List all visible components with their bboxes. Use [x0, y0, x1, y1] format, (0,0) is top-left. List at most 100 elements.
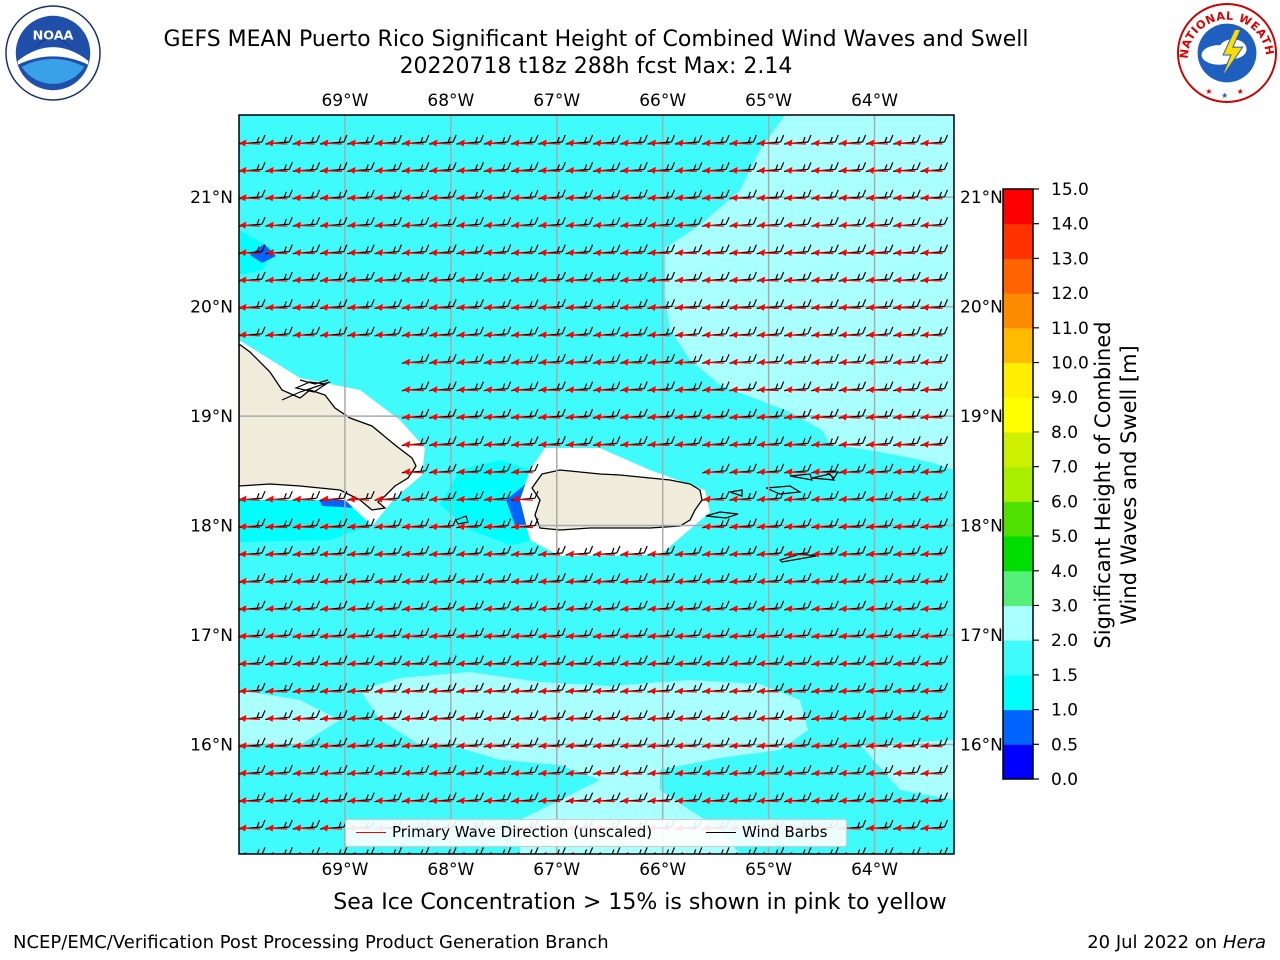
colorbar-bin — [1003, 293, 1033, 329]
wave-direction-arrow — [758, 139, 779, 147]
wave-direction-arrow — [457, 742, 479, 750]
wave-direction-arrow — [457, 440, 479, 448]
colorbar-tick-label: 2.0 — [1051, 631, 1078, 651]
wave-direction-arrow — [321, 495, 342, 503]
wave-direction-arrow — [894, 386, 916, 394]
wave-direction-arrow — [239, 687, 261, 695]
wave-direction-arrow — [703, 358, 725, 366]
wave-direction-arrow — [348, 550, 370, 558]
wave-direction-arrow — [921, 413, 943, 421]
wave-direction-arrow — [921, 550, 943, 558]
wave-direction-arrow — [293, 605, 315, 613]
wave-direction-arrow — [812, 468, 834, 476]
lon-gridlines — [344, 115, 876, 854]
wave-direction-arrow — [239, 742, 261, 750]
wave-direction-arrow — [758, 386, 779, 394]
wave-direction-arrow — [894, 742, 916, 750]
wave-direction-arrow — [867, 166, 888, 174]
wave-direction-arrow — [594, 386, 615, 394]
wave-direction-arrow — [457, 358, 479, 366]
wave-direction-arrow — [539, 577, 561, 585]
wave-direction-arrow — [403, 358, 424, 366]
wave-direction-arrow — [321, 769, 342, 777]
wave-direction-arrow — [430, 742, 452, 750]
wave-direction-arrow — [403, 660, 424, 668]
wave-direction-arrow — [348, 276, 370, 284]
wave-direction-arrow — [239, 769, 261, 777]
colorbar-tick-label: 8.0 — [1051, 423, 1078, 443]
colorbar-tick-label: 9.0 — [1051, 388, 1078, 408]
wave-direction-arrow — [375, 742, 397, 750]
land-st-croix — [778, 553, 817, 563]
wave-direction-arrow — [375, 331, 397, 339]
wave-direction-arrow — [812, 495, 834, 503]
wave-direction-arrow — [676, 276, 697, 284]
wave-direction-arrow — [485, 303, 506, 311]
wave-direction-arrow — [812, 769, 834, 777]
wave-direction-arrow — [676, 742, 697, 750]
wave-direction-arrow — [403, 413, 424, 421]
wave-direction-arrow — [539, 139, 561, 147]
wave-direction-arrow — [730, 523, 752, 531]
wave-direction-arrow — [812, 139, 834, 147]
wave-direction-arrow — [293, 660, 315, 668]
lat-tick-label-right: 16°N — [960, 736, 1003, 756]
wave-direction-arrow — [457, 550, 479, 558]
wave-direction-arrow — [785, 468, 807, 476]
wave-direction-arrow — [730, 742, 752, 750]
wave-direction-arrows-layer — [239, 139, 943, 854]
wave-direction-arrow — [812, 303, 834, 311]
wave-direction-arrow — [621, 687, 643, 695]
wave-direction-arrow — [321, 221, 342, 229]
wave-direction-arrow — [566, 550, 588, 558]
wave-direction-arrow — [648, 550, 670, 558]
wave-direction-arrow — [266, 632, 288, 640]
wave-direction-arrow — [812, 632, 834, 640]
wave-direction-arrow — [730, 714, 752, 722]
wave-direction-arrow — [594, 194, 615, 202]
wave-direction-arrow — [867, 687, 888, 695]
wave-direction-arrow — [566, 139, 588, 147]
wave-direction-arrow — [485, 194, 506, 202]
wave-direction-arrow — [894, 194, 916, 202]
colorbar-tick-label: 6.0 — [1051, 492, 1078, 512]
wave-direction-arrow — [321, 194, 342, 202]
wave-direction-arrow — [730, 413, 752, 421]
wave-direction-arrow — [566, 276, 588, 284]
wave-direction-arrow — [894, 495, 916, 503]
wave-direction-arrow — [512, 769, 534, 777]
colorbar-bin — [1003, 570, 1033, 606]
wave-direction-arrow — [703, 550, 725, 558]
wave-direction-arrow — [403, 495, 424, 503]
wave-direction-arrow — [812, 221, 834, 229]
wave-direction-arrow — [375, 194, 397, 202]
wave-direction-arrow — [293, 687, 315, 695]
footer-host: Hera — [1222, 932, 1266, 953]
wave-direction-arrow — [703, 495, 725, 503]
wave-direction-arrow — [539, 742, 561, 750]
wave-direction-arrow — [594, 714, 615, 722]
colorbar-bin — [1003, 536, 1033, 572]
lat-tick-label-left: 18°N — [190, 517, 233, 537]
wave-direction-arrow — [839, 495, 861, 503]
wave-direction-arrow — [566, 742, 588, 750]
wave-direction-arrow — [812, 605, 834, 613]
wave-direction-arrow — [566, 331, 588, 339]
wave-direction-arrow — [266, 166, 288, 174]
wave-direction-arrow — [321, 577, 342, 585]
colorbar-tick-label: 0.5 — [1051, 735, 1078, 755]
wave-direction-arrow — [621, 632, 643, 640]
wave-direction-arrow — [430, 276, 452, 284]
wave-direction-arrow — [485, 468, 506, 476]
lon-tick-label-top: 64°W — [851, 91, 898, 111]
wave-direction-arrow — [812, 331, 834, 339]
lon-tick-label-top: 66°W — [639, 91, 686, 111]
wave-direction-arrow — [375, 221, 397, 229]
wave-direction-arrow — [730, 687, 752, 695]
wave-direction-arrow — [758, 303, 779, 311]
wave-direction-arrow — [348, 769, 370, 777]
colorbar-tick-label: 1.0 — [1051, 701, 1078, 721]
map-subtitle: 20220718 t18z 288h fcst Max: 2.14 — [399, 54, 793, 79]
wave-direction-arrow — [430, 769, 452, 777]
lat-tick-label-left: 20°N — [190, 298, 233, 318]
